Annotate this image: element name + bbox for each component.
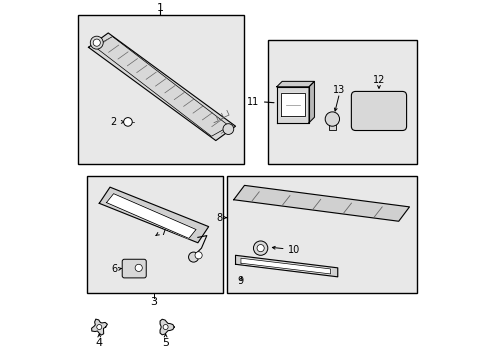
Bar — [226, 176, 416, 293]
Text: 12: 12 — [372, 75, 385, 85]
Polygon shape — [308, 81, 314, 123]
Circle shape — [195, 252, 202, 259]
Polygon shape — [88, 33, 235, 140]
Text: 10: 10 — [287, 245, 299, 255]
Bar — [86, 176, 223, 293]
FancyBboxPatch shape — [351, 91, 406, 131]
Circle shape — [188, 252, 198, 262]
Circle shape — [97, 324, 102, 329]
Circle shape — [253, 241, 267, 255]
Circle shape — [135, 264, 142, 271]
Text: 13: 13 — [333, 85, 345, 95]
Polygon shape — [233, 185, 408, 221]
Circle shape — [93, 39, 100, 46]
Circle shape — [163, 324, 168, 329]
Polygon shape — [235, 255, 337, 277]
FancyBboxPatch shape — [122, 259, 146, 278]
Polygon shape — [241, 258, 330, 274]
Polygon shape — [106, 194, 196, 238]
Text: 9: 9 — [237, 276, 243, 286]
Bar — [267, 40, 416, 164]
Circle shape — [223, 124, 233, 134]
Polygon shape — [91, 319, 107, 335]
Bar — [328, 123, 335, 130]
Polygon shape — [276, 81, 314, 87]
Bar — [78, 15, 244, 164]
Text: 5: 5 — [162, 338, 169, 348]
Text: 6: 6 — [111, 264, 117, 274]
Text: 2: 2 — [110, 117, 116, 127]
Text: 4: 4 — [96, 338, 102, 348]
Polygon shape — [160, 319, 174, 335]
Polygon shape — [276, 87, 308, 123]
Circle shape — [123, 118, 132, 126]
Text: 7: 7 — [160, 227, 166, 237]
Circle shape — [325, 112, 339, 126]
Text: 3: 3 — [150, 297, 157, 307]
Polygon shape — [281, 93, 304, 116]
Text: 1: 1 — [157, 3, 163, 13]
Text: 11: 11 — [246, 97, 258, 107]
Circle shape — [257, 244, 264, 252]
Text: 8: 8 — [216, 213, 222, 222]
Polygon shape — [99, 187, 208, 243]
Circle shape — [90, 36, 103, 49]
